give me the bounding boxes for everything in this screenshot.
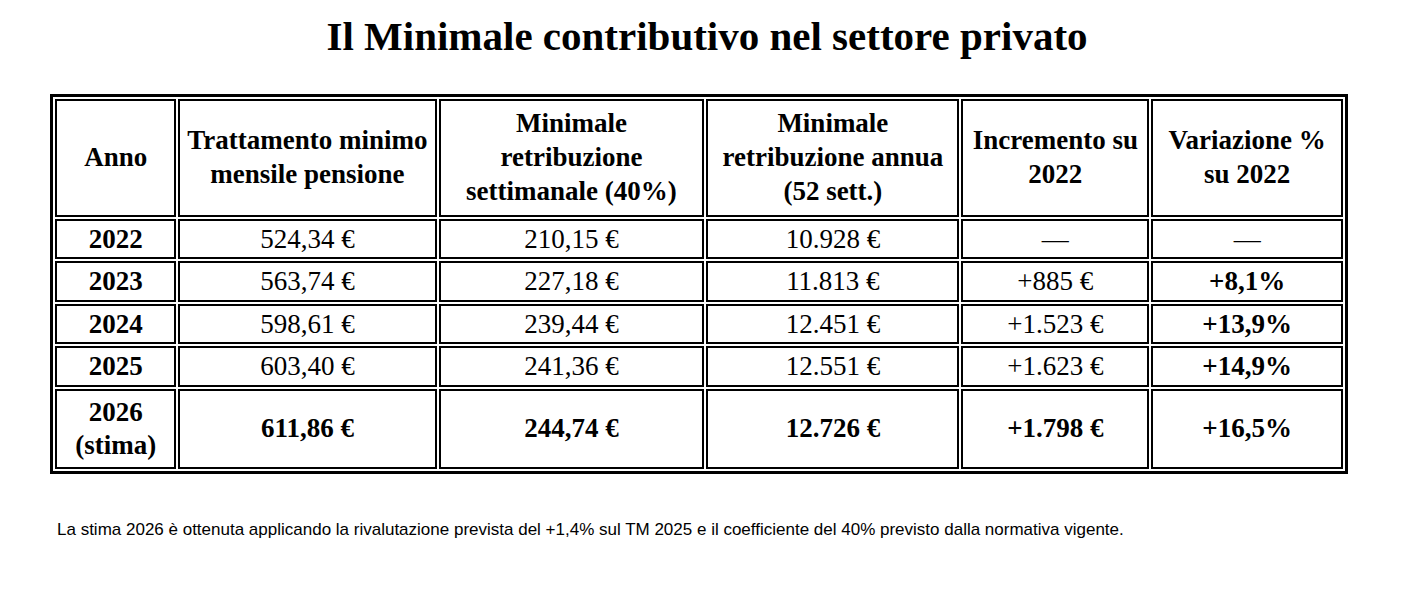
minimale-annua-cell: 12.451 €	[706, 304, 959, 344]
col-header-anno: Anno	[55, 99, 176, 217]
trattamento-minimo-cell: 598,61 €	[178, 304, 436, 344]
col-header-minimale-annua: Minimale retribuzione annua (52 sett.)	[706, 99, 959, 217]
trattamento-minimo-cell: 603,40 €	[178, 346, 436, 386]
minimale-settimanale-cell: 227,18 €	[439, 261, 705, 301]
incremento-cell: —	[961, 219, 1149, 259]
year-cell: 2022	[55, 219, 176, 259]
page-title: Il Minimale contributivo nel settore pri…	[0, 12, 1414, 60]
trattamento-minimo-cell: 563,74 €	[178, 261, 436, 301]
variazione-cell: +16,5%	[1151, 389, 1343, 469]
incremento-cell: +1.798 €	[961, 389, 1149, 469]
table-row-2025: 2025 603,40 € 241,36 € 12.551 € +1.623 €…	[55, 346, 1343, 386]
year-cell: 2026 (stima)	[55, 389, 176, 469]
trattamento-minimo-cell: 524,34 €	[178, 219, 436, 259]
minimale-settimanale-cell: 210,15 €	[439, 219, 705, 259]
variazione-cell: +13,9%	[1151, 304, 1343, 344]
col-header-minimale-settimanale: Minimale retribuzione settimanale (40%)	[439, 99, 705, 217]
minimale-settimanale-cell: 244,74 €	[439, 389, 705, 469]
minimale-annua-cell: 11.813 €	[706, 261, 959, 301]
year-cell: 2023	[55, 261, 176, 301]
minimale-settimanale-cell: 239,44 €	[439, 304, 705, 344]
table-row-2026-stima: 2026 (stima) 611,86 € 244,74 € 12.726 € …	[55, 389, 1343, 469]
minimale-annua-cell: 12.726 €	[706, 389, 959, 469]
incremento-cell: +1.523 €	[961, 304, 1149, 344]
minimale-contributivo-table: Anno Trattamento minimo mensile pensione…	[50, 94, 1348, 474]
col-header-variazione: Variazione % su 2022	[1151, 99, 1343, 217]
estimate-footnote: La stima 2026 è ottenuta applicando la r…	[57, 516, 1302, 544]
year-cell: 2024	[55, 304, 176, 344]
table-header-row: Anno Trattamento minimo mensile pensione…	[55, 99, 1343, 217]
incremento-cell: +1.623 €	[961, 346, 1149, 386]
minimale-settimanale-cell: 241,36 €	[439, 346, 705, 386]
col-header-incremento: Incremento su 2022	[961, 99, 1149, 217]
col-header-trattamento-minimo: Trattamento minimo mensile pensione	[178, 99, 436, 217]
variazione-cell: —	[1151, 219, 1343, 259]
incremento-cell: +885 €	[961, 261, 1149, 301]
variazione-cell: +8,1%	[1151, 261, 1343, 301]
year-cell: 2025	[55, 346, 176, 386]
table-row-2024: 2024 598,61 € 239,44 € 12.451 € +1.523 €…	[55, 304, 1343, 344]
minimale-annua-cell: 12.551 €	[706, 346, 959, 386]
variazione-cell: +14,9%	[1151, 346, 1343, 386]
minimale-annua-cell: 10.928 €	[706, 219, 959, 259]
table-row-2023: 2023 563,74 € 227,18 € 11.813 € +885 € +…	[55, 261, 1343, 301]
trattamento-minimo-cell: 611,86 €	[178, 389, 436, 469]
table-row-2022: 2022 524,34 € 210,15 € 10.928 € — —	[55, 219, 1343, 259]
